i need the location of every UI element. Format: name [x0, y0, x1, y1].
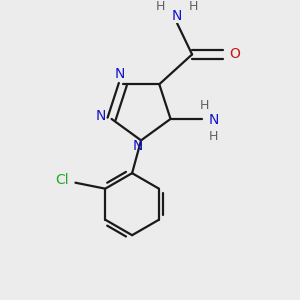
- Text: O: O: [230, 47, 241, 61]
- Text: N: N: [133, 139, 143, 153]
- Text: H: H: [200, 99, 209, 112]
- Text: H: H: [156, 0, 165, 13]
- Text: H: H: [209, 130, 218, 143]
- Text: N: N: [96, 109, 106, 123]
- Text: N: N: [208, 113, 219, 127]
- Text: H: H: [189, 0, 199, 13]
- Text: N: N: [115, 67, 125, 80]
- Text: Cl: Cl: [56, 173, 69, 187]
- Text: N: N: [172, 9, 182, 23]
